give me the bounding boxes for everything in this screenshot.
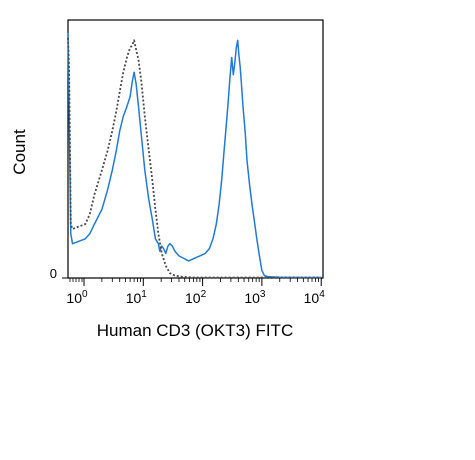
x-tick-label: 103	[244, 289, 266, 306]
y-tick-label: 0	[50, 266, 57, 281]
series-line-2	[67, 37, 322, 279]
series-layer	[67, 32, 322, 279]
x-tick-label: 104	[304, 289, 326, 306]
x-axis-label: Human CD3 (OKT3) FITC	[97, 321, 293, 340]
x-tick-label: 102	[185, 289, 207, 306]
plot-frame	[67, 19, 324, 279]
y-axis-label: Count	[10, 129, 29, 175]
axis-layer: 100 101 102 103 104 0	[50, 266, 325, 306]
x-tick-label: 100	[66, 289, 88, 306]
series-line-1	[67, 32, 322, 279]
x-tick-label: 101	[126, 289, 148, 306]
